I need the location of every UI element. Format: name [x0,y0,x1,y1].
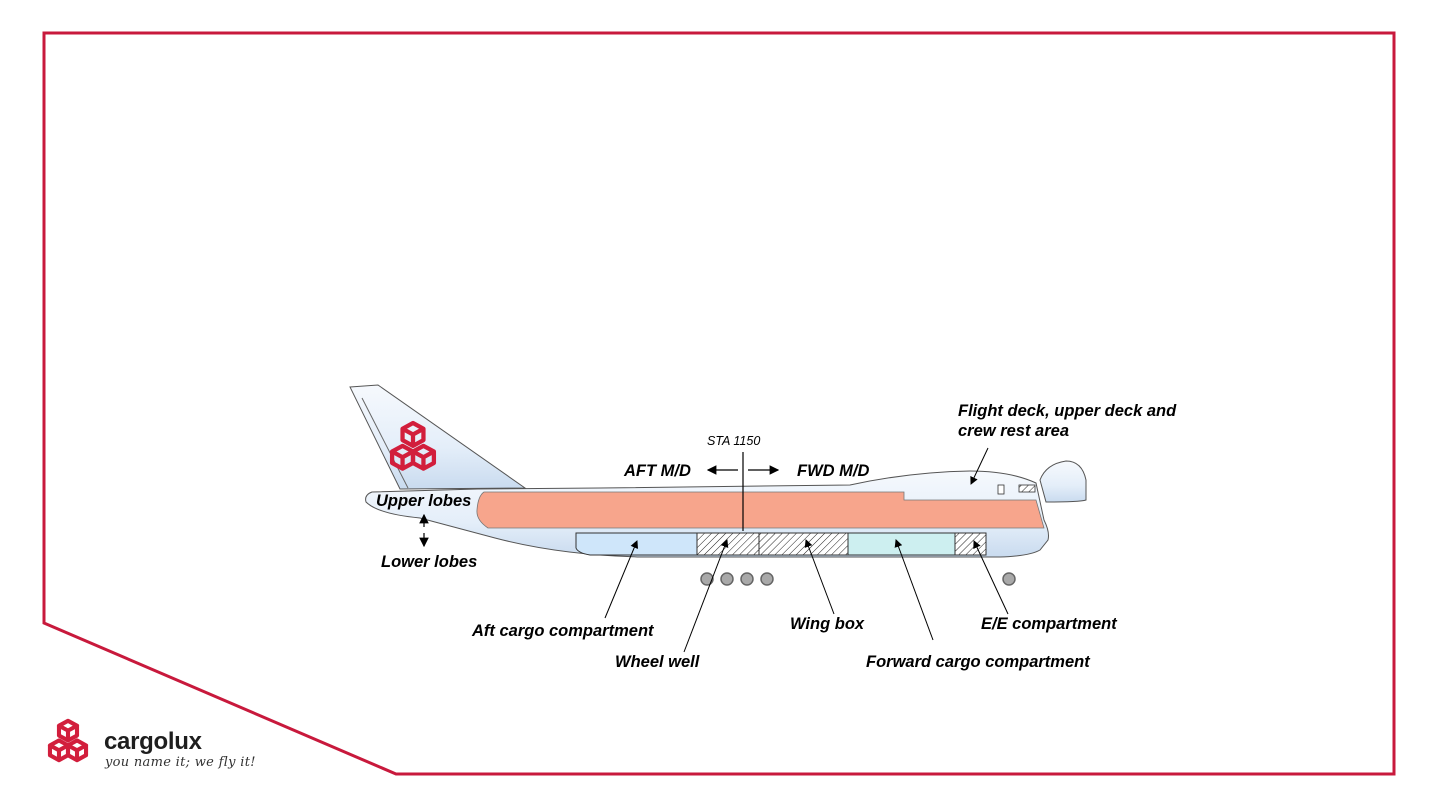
aft-cargo-label: Aft cargo compartment [472,622,654,640]
flight-deck-pointer [970,447,989,485]
tail-fin [349,384,527,490]
slide-frame [42,31,1396,776]
lower-lobes-label: Lower lobes [381,553,478,571]
main-deck [476,491,1045,529]
flight-deck-label-line2: crew rest area [958,422,1069,440]
nose-landing-gear [1002,572,1016,586]
wing-box-label: Wing box [790,615,865,633]
aft-cargo-compartment [575,532,698,556]
forward-cargo-compartment [847,532,956,556]
aft-md-label: AFT M/D [624,462,691,480]
ee-compartment [954,532,987,556]
sta-label: STA 1150 [707,434,761,448]
cockpit-window [997,484,1005,495]
wheel-well [696,532,760,556]
rudder-line [361,397,409,489]
wing-box [758,532,849,556]
cargolux-logo-icon [47,718,89,763]
wing-box-pointer [804,539,835,615]
main-landing-gear [700,572,774,586]
flight-deck-label: Flight deck, upper deck and [958,402,1177,420]
wheel-well-pointer [683,539,729,653]
ee-compartment-label: E/E compartment [981,615,1117,633]
nose-cone [1039,460,1087,503]
wheel-well-label: Wheel well [615,653,700,671]
forward-cargo-label: Forward cargo compartment [866,653,1090,671]
forward-cargo-pointer [894,539,934,641]
upper-lobes-label: Upper lobes [376,492,472,510]
ee-compartment-pointer [973,540,1009,615]
tail-logo [389,420,437,471]
fwd-md-label: FWD M/D [797,462,870,480]
brand-tagline: you name it; we fly it! [105,755,256,770]
cockpit-windshield [1018,484,1036,493]
aft-cargo-pointer [604,540,639,619]
brand-name: cargolux [104,728,202,755]
